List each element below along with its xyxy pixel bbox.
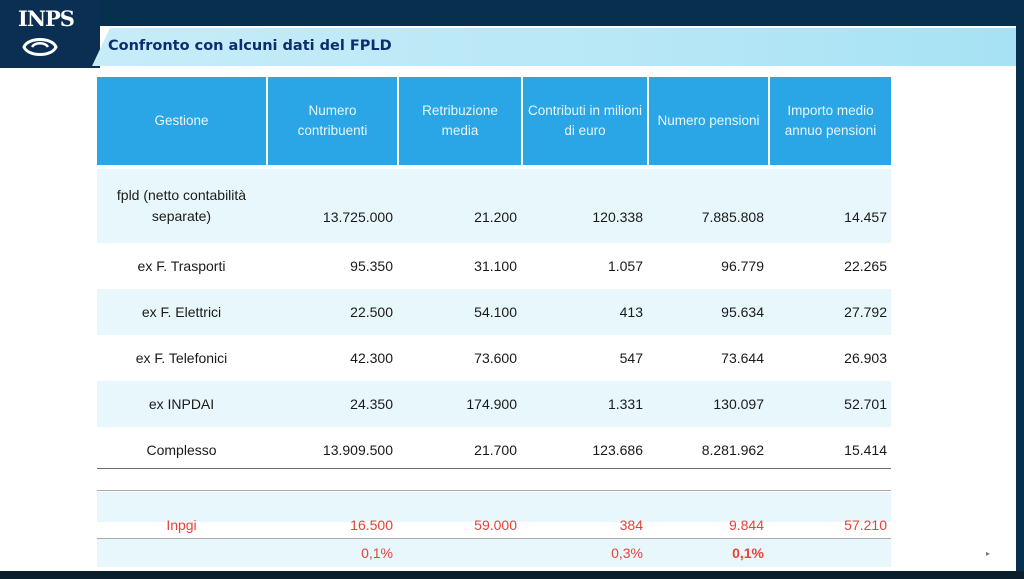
table-cell: 21.700: [474, 442, 517, 458]
bottom-frame-bar: [0, 571, 1024, 579]
slide-nav-marker-icon: ▸: [986, 549, 991, 558]
table-cell: 130.097: [713, 396, 764, 412]
table-cell: 13.725.000: [322, 209, 393, 225]
row-label: ex F. Telefonici: [135, 350, 228, 366]
row-label: Inpgi: [166, 517, 197, 533]
row-label: Complesso: [146, 442, 217, 458]
table-spacer-row: [97, 492, 891, 522]
title-bar: [92, 28, 1016, 66]
table-cell: 123.686: [592, 442, 643, 458]
table-cell: 384: [619, 517, 643, 533]
table-row: ex F. Elettrici 22.500 54.100 413 95.634…: [97, 289, 891, 335]
table-cell: 174.900: [466, 396, 517, 412]
table-cell: 54.100: [474, 304, 517, 320]
table-cell: 21.200: [474, 209, 517, 225]
table-cell: 0,1%: [732, 545, 764, 561]
comparison-table: Gestione Numero contribuenti Retribuzion…: [97, 77, 891, 567]
table-row-percent: 0,1% 0,3% 0,1%: [97, 539, 891, 567]
right-frame-bar: [1016, 0, 1024, 579]
table-cell: 7.885.808: [701, 209, 764, 225]
table-cell: 0,3%: [611, 545, 643, 561]
table-header: Gestione Numero contribuenti Retribuzion…: [97, 77, 891, 165]
divider-line: [97, 490, 891, 491]
row-label: ex F. Trasporti: [137, 258, 226, 274]
table-cell: 9.844: [728, 517, 764, 533]
column-header: Retribuzione media: [397, 77, 521, 165]
table-cell: 95.350: [350, 258, 393, 274]
table-row: ex F. Trasporti 95.350 31.100 1.057 96.7…: [97, 243, 891, 289]
logo-text: INPS: [18, 6, 75, 31]
table-cell: 1.057: [607, 258, 643, 274]
divider-line: [97, 468, 891, 469]
column-header: Contributi in milioni di euro: [521, 77, 647, 165]
table-row: ex F. Telefonici 42.300 73.600 547 73.64…: [97, 335, 891, 381]
table-cell: 22.500: [350, 304, 393, 320]
table-cell: 27.792: [844, 304, 887, 320]
table-cell: 26.903: [844, 350, 887, 366]
row-label: ex INPDAI: [148, 396, 215, 412]
table-row: ex INPDAI 24.350 174.900 1.331 130.097 5…: [97, 381, 891, 427]
table-cell: 16.500: [350, 517, 393, 533]
table-cell: [397, 539, 521, 567]
divider-line: [97, 538, 891, 539]
table-cell: 59.000: [474, 517, 517, 533]
table-cell: [768, 539, 891, 567]
table-cell: 42.300: [350, 350, 393, 366]
inps-logo-swoosh-icon: [22, 38, 58, 56]
table-row-inpgi: Inpgi 16.500 59.000 384 9.844 57.210: [97, 505, 891, 545]
row-label: ex F. Elettrici: [141, 304, 222, 320]
table-row-total: Complesso 13.909.500 21.700 123.686 8.28…: [97, 427, 891, 473]
table-cell: 120.338: [592, 209, 643, 225]
top-frame-bar: [0, 0, 1024, 26]
table-cell: 96.779: [721, 258, 764, 274]
column-header: Gestione: [154, 113, 209, 129]
column-header: Importo medio annuo pensioni: [768, 77, 891, 165]
table-cell: 22.265: [844, 258, 887, 274]
table-cell: 57.210: [844, 517, 887, 533]
table-cell: 73.600: [474, 350, 517, 366]
row-label: fpld (netto contabilità separate): [116, 187, 247, 224]
column-header: Numero pensioni: [647, 77, 768, 165]
table-cell: 24.350: [350, 396, 393, 412]
table-cell: 547: [619, 350, 643, 366]
inps-logo: INPS: [0, 0, 100, 68]
column-header: Numero contribuenti: [266, 77, 397, 165]
table-cell: 14.457: [844, 209, 887, 225]
table-cell: 52.701: [844, 396, 887, 412]
table-cell: 1.331: [607, 396, 643, 412]
table-cell: 73.644: [721, 350, 764, 366]
table-cell: 8.281.962: [701, 442, 764, 458]
table-row: fpld (netto contabilità separate) 13.725…: [97, 169, 891, 243]
table-cell: 31.100: [474, 258, 517, 274]
table-cell: 95.634: [721, 304, 764, 320]
table-cell: 13.909.500: [322, 442, 393, 458]
slide-title: Confronto con alcuni dati del FPLD: [108, 38, 392, 54]
table-cell: 413: [619, 304, 643, 320]
table-cell: 15.414: [844, 442, 887, 458]
table-cell: 0,1%: [361, 545, 393, 561]
